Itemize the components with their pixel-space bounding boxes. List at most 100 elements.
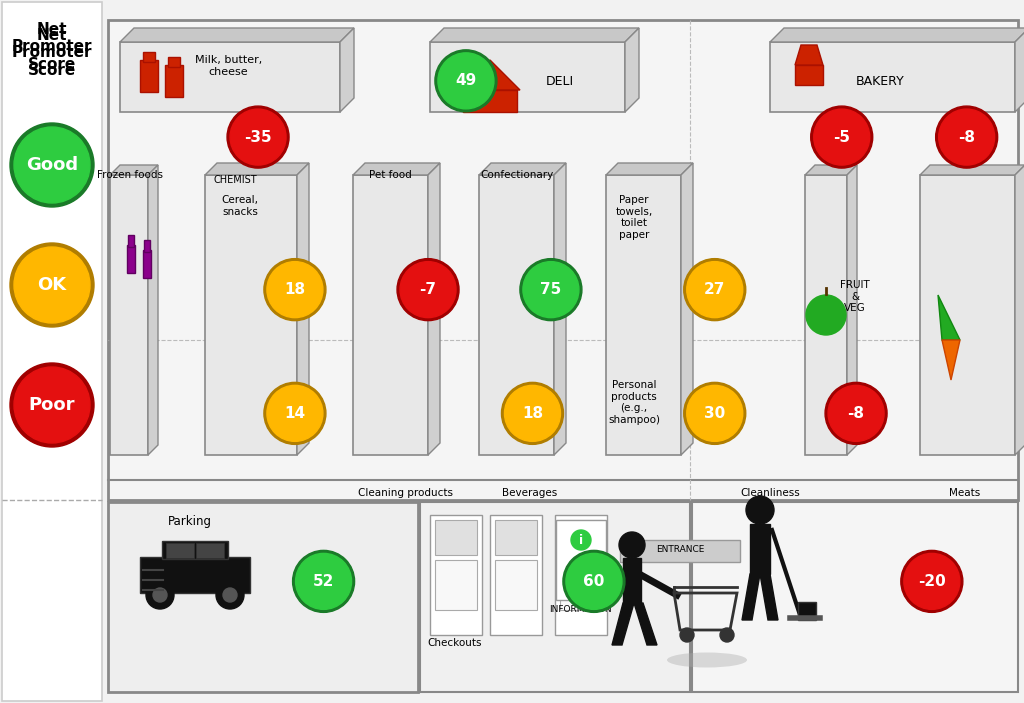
FancyBboxPatch shape [556,520,606,600]
Circle shape [264,382,326,444]
Circle shape [267,262,323,318]
Polygon shape [681,163,693,455]
Circle shape [811,106,872,168]
Circle shape [502,382,563,444]
Circle shape [216,581,244,609]
FancyBboxPatch shape [162,541,228,559]
Circle shape [153,588,167,602]
Text: 49: 49 [456,73,476,89]
Circle shape [828,385,884,441]
Polygon shape [795,45,823,65]
Text: CHEMIST: CHEMIST [213,175,257,185]
FancyBboxPatch shape [620,540,740,562]
Text: Cleanliness: Cleanliness [740,488,800,498]
FancyBboxPatch shape [798,602,816,620]
Polygon shape [1015,28,1024,112]
Text: Checkouts: Checkouts [428,638,482,648]
Circle shape [10,363,94,447]
FancyBboxPatch shape [353,175,428,455]
FancyBboxPatch shape [143,52,155,62]
Circle shape [14,127,90,203]
FancyBboxPatch shape [495,520,537,555]
Text: -20: -20 [918,574,946,589]
Polygon shape [554,163,566,455]
Text: 60: 60 [584,574,604,589]
Polygon shape [460,60,520,90]
FancyBboxPatch shape [143,250,151,278]
FancyBboxPatch shape [168,57,180,67]
Text: Milk, butter,
cheese: Milk, butter, cheese [195,55,262,77]
Circle shape [563,550,625,612]
Text: FRUIT
&
VEG: FRUIT & VEG [840,280,869,314]
Polygon shape [612,603,634,645]
Text: Good: Good [26,156,78,174]
Text: i: i [579,534,583,546]
FancyBboxPatch shape [430,515,482,635]
FancyBboxPatch shape [2,2,102,701]
Text: 27: 27 [705,282,725,297]
FancyBboxPatch shape [560,560,602,610]
FancyBboxPatch shape [140,60,158,92]
Text: Cleaning products: Cleaning products [357,488,453,498]
Text: -35: -35 [245,129,271,145]
FancyBboxPatch shape [606,175,681,455]
Text: Net
Promoter
Score: Net Promoter Score [11,28,92,78]
Circle shape [14,367,90,443]
Text: Beverages: Beverages [503,488,558,498]
FancyBboxPatch shape [140,557,250,593]
FancyBboxPatch shape [420,502,690,692]
FancyBboxPatch shape [479,175,554,455]
Polygon shape [938,295,961,340]
Polygon shape [920,165,1024,175]
Text: 14: 14 [285,406,305,421]
Text: -7: -7 [420,282,436,297]
Text: Personal
products
(e.g.,
shampoo): Personal products (e.g., shampoo) [608,380,660,425]
Polygon shape [479,163,566,175]
Circle shape [684,382,745,444]
Circle shape [264,259,326,321]
Circle shape [904,553,959,610]
Text: BAKERY: BAKERY [856,75,904,88]
Polygon shape [428,163,440,455]
Circle shape [10,243,94,327]
Circle shape [687,385,742,441]
FancyBboxPatch shape [623,558,641,603]
Polygon shape [353,163,440,175]
Circle shape [571,530,591,550]
Text: -8: -8 [958,129,975,145]
Circle shape [146,581,174,609]
Circle shape [267,385,323,441]
Polygon shape [430,28,639,42]
Circle shape [435,50,497,112]
Circle shape [400,262,456,318]
Text: Frozen foods: Frozen foods [97,170,163,180]
Circle shape [720,628,734,642]
Circle shape [230,109,286,165]
FancyBboxPatch shape [108,502,418,692]
FancyBboxPatch shape [692,502,1018,692]
FancyBboxPatch shape [920,175,1015,455]
Circle shape [814,109,869,165]
Polygon shape [120,28,354,42]
Polygon shape [805,165,857,175]
Polygon shape [340,28,354,112]
Text: Net
Promoter
Score: Net Promoter Score [11,22,92,72]
FancyBboxPatch shape [144,240,150,252]
Polygon shape [1015,165,1024,455]
Polygon shape [297,163,309,455]
Text: ENTRANCE: ENTRANCE [655,545,705,554]
FancyBboxPatch shape [463,90,517,112]
Polygon shape [625,28,639,112]
Polygon shape [634,603,657,645]
Polygon shape [770,28,1024,42]
FancyBboxPatch shape [795,65,823,85]
Text: 30: 30 [705,406,725,421]
Circle shape [936,106,997,168]
Text: 52: 52 [313,574,334,589]
Circle shape [746,496,774,524]
FancyBboxPatch shape [196,543,224,558]
Circle shape [227,106,289,168]
Polygon shape [205,163,309,175]
Circle shape [566,553,622,610]
Text: DELI: DELI [546,75,574,88]
